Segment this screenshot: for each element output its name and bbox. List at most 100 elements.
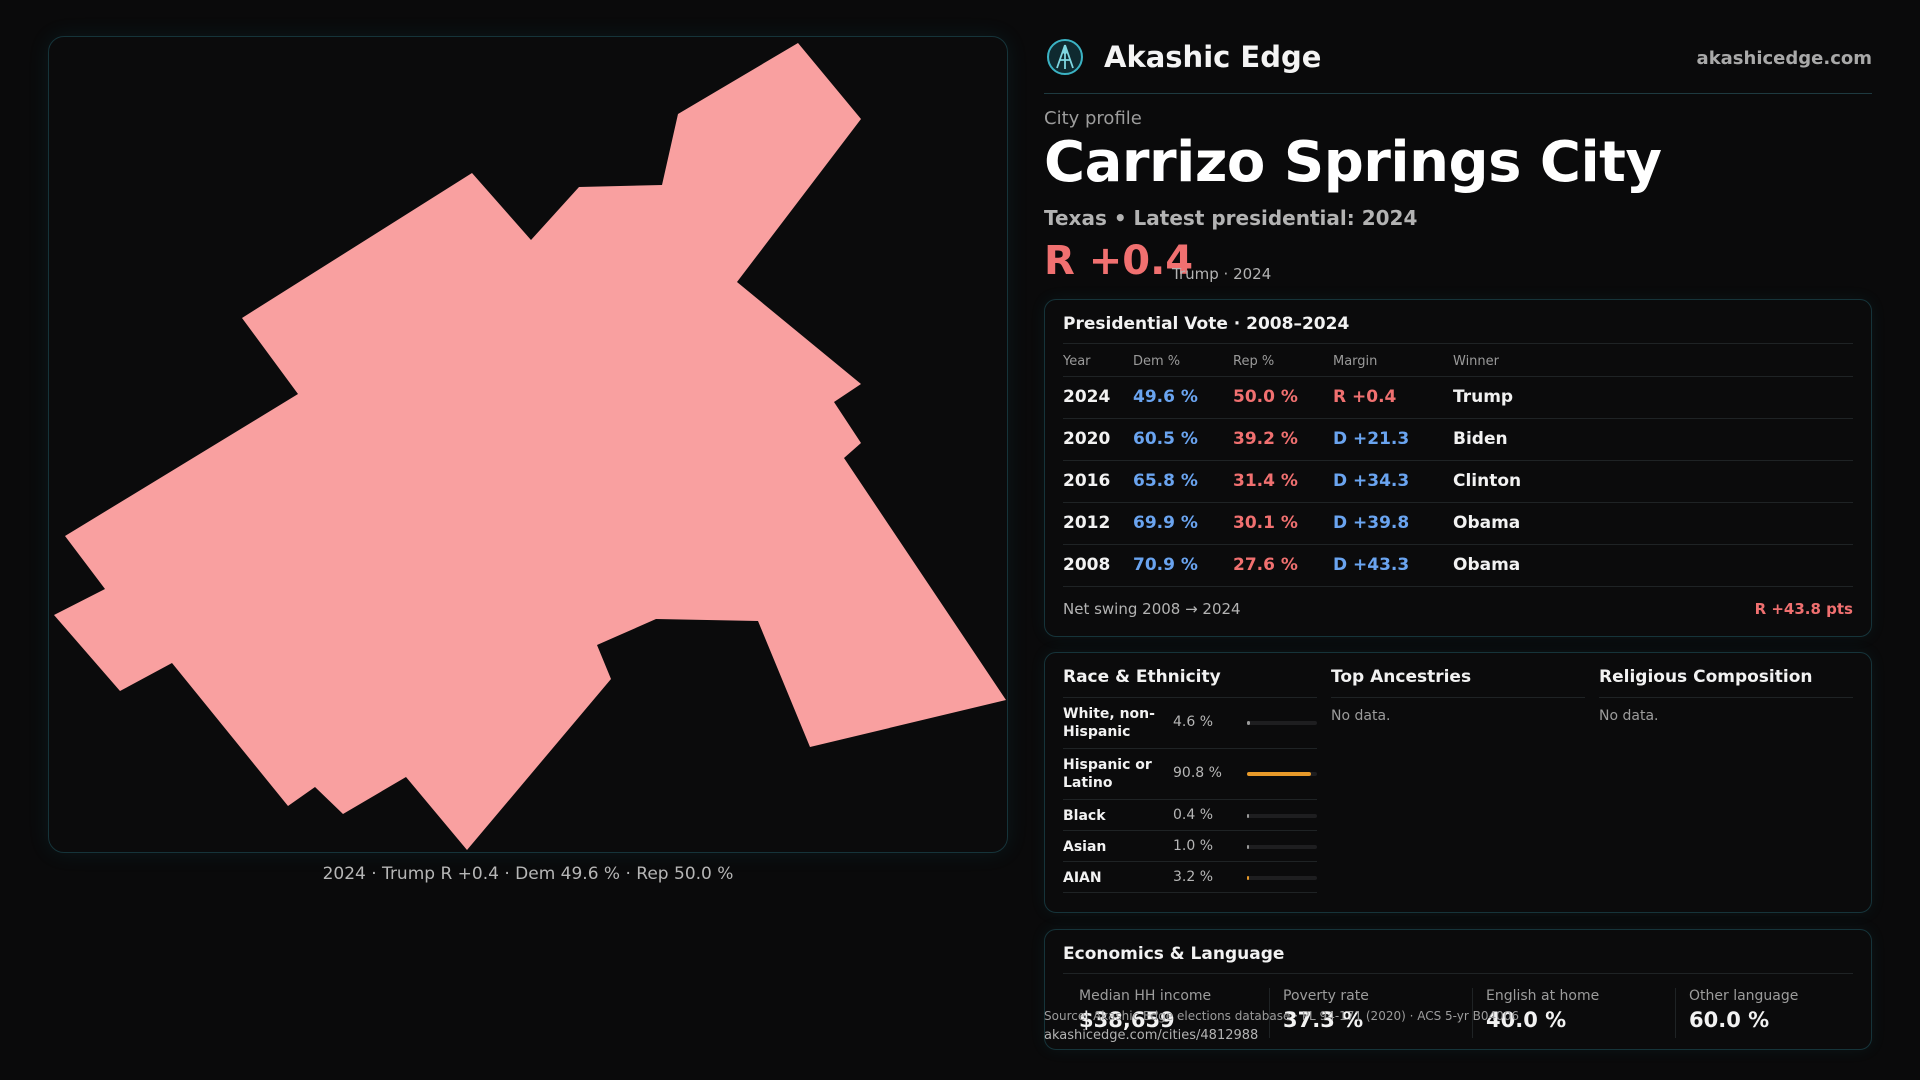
stat-other-language: Other language 60.0 % (1689, 988, 1889, 1040)
religion-section: Religious Composition No data. (1599, 667, 1853, 724)
col-header-dem: Dem % (1133, 348, 1233, 377)
race-bar-fill (1247, 772, 1311, 776)
source-url-link[interactable]: akashicedge.com/cities/4812988 (1044, 1028, 1259, 1043)
vote-card-title: Presidential Vote · 2008–2024 (1063, 314, 1350, 334)
race-pct: 90.8 % (1173, 765, 1222, 781)
table-row: 2012 69.9 % 30.1 % D +39.8 Obama (1063, 502, 1853, 545)
cell-dem: 65.8 % (1133, 460, 1233, 503)
race-section-title: Race & Ethnicity (1063, 667, 1317, 698)
stat-label: Median HH income (1079, 988, 1212, 1004)
cell-dem: 49.6 % (1133, 376, 1233, 419)
stat-poverty-rate: Poverty rate 37.3 % (1283, 988, 1483, 1040)
latest-margin: R +0.4 (1044, 238, 1194, 284)
race-label: Black (1063, 808, 1106, 824)
cell-rep: 31.4 % (1233, 460, 1333, 503)
stat-label: Other language (1689, 988, 1799, 1004)
race-row: Asian 1.0 % (1063, 831, 1317, 862)
stat-value: 37.3 % (1283, 1008, 1364, 1032)
race-pct: 1.0 % (1173, 838, 1214, 854)
demographics-card: Race & Ethnicity White, non-Hispanic 4.6… (1044, 652, 1872, 913)
net-swing-row: Net swing 2008 → 2024 R +43.8 pts (1063, 600, 1853, 618)
cell-margin: D +39.8 (1333, 502, 1453, 545)
race-pct: 4.6 % (1173, 714, 1214, 730)
cell-dem: 69.9 % (1133, 502, 1233, 545)
cell-rep: 30.1 % (1233, 502, 1333, 545)
race-row: White, non-Hispanic 4.6 % (1063, 698, 1317, 749)
religion-empty-text: No data. (1599, 708, 1659, 724)
cell-dem: 60.5 % (1133, 418, 1233, 461)
stat-value: $38,659 (1079, 1008, 1175, 1032)
cell-rep: 50.0 % (1233, 376, 1333, 419)
race-bar (1247, 876, 1317, 880)
ancestries-section-title: Top Ancestries (1331, 667, 1585, 698)
cell-margin: R +0.4 (1333, 376, 1453, 419)
ancestries-empty-text: No data. (1331, 708, 1391, 724)
col-header-winner: Winner (1453, 348, 1853, 377)
cell-margin: D +34.3 (1333, 460, 1453, 503)
source-text: Source: Akashic Edge elections database … (1044, 1009, 1520, 1023)
col-header-rep: Rep % (1233, 348, 1333, 377)
city-boundary-map[interactable] (49, 37, 1008, 853)
stat-median-income: Median HH income $38,659 (1079, 988, 1279, 1040)
cell-year: 2008 (1063, 544, 1133, 587)
vote-table: Year Dem % Rep % Margin Winner 2024 49.6… (1063, 348, 1853, 587)
brand-url-link[interactable]: akashicedge.com (1696, 48, 1872, 69)
net-swing-value: R +43.8 pts (1754, 600, 1853, 618)
cell-margin: D +21.3 (1333, 418, 1453, 461)
race-bar-fill (1247, 814, 1249, 818)
presidential-vote-card: Presidential Vote · 2008–2024 Year Dem %… (1044, 299, 1872, 637)
religion-section-title: Religious Composition (1599, 667, 1853, 698)
cell-winner: Clinton (1453, 460, 1853, 503)
race-ethnicity-section: Race & Ethnicity White, non-Hispanic 4.6… (1063, 667, 1317, 893)
race-bar (1247, 721, 1317, 725)
race-bar (1247, 772, 1317, 776)
race-bar (1247, 845, 1317, 849)
stat-label: English at home (1486, 988, 1600, 1004)
race-row: AIAN 3.2 % (1063, 862, 1317, 893)
cell-margin: D +43.3 (1333, 544, 1453, 587)
cell-winner: Biden (1453, 418, 1853, 461)
table-row: 2016 65.8 % 31.4 % D +34.3 Clinton (1063, 460, 1853, 503)
page-eyebrow: City profile (1044, 108, 1142, 129)
economics-card: Economics & Language Median HH income $3… (1044, 929, 1872, 1050)
page-subtitle: Texas • Latest presidential: 2024 (1044, 206, 1418, 230)
cell-year: 2020 (1063, 418, 1133, 461)
stat-value: 60.0 % (1689, 1008, 1770, 1032)
brand-header: Akashic Edge akashicedge.com (1044, 38, 1872, 94)
map-panel[interactable] (48, 36, 1008, 853)
col-header-year: Year (1063, 348, 1133, 377)
race-pct: 3.2 % (1173, 869, 1214, 885)
race-pct: 0.4 % (1173, 807, 1214, 823)
map-caption: 2024 · Trump R +0.4 · Dem 49.6 % · Rep 5… (322, 864, 734, 884)
ancestries-section: Top Ancestries No data. (1331, 667, 1585, 724)
page-title: Carrizo Springs City (1044, 130, 1662, 195)
net-swing-label: Net swing 2008 → 2024 (1063, 600, 1241, 618)
table-row: 2020 60.5 % 39.2 % D +21.3 Biden (1063, 418, 1853, 461)
latest-margin-note: Trump · 2024 (1172, 265, 1272, 283)
cell-winner: Trump (1453, 376, 1853, 419)
cell-year: 2024 (1063, 376, 1133, 419)
cell-year: 2016 (1063, 460, 1133, 503)
stat-label: Poverty rate (1283, 988, 1369, 1004)
race-bar-fill (1247, 845, 1249, 849)
race-bar-fill (1247, 721, 1250, 725)
cell-rep: 27.6 % (1233, 544, 1333, 587)
city-boundary-shape[interactable] (54, 43, 1006, 850)
brand-name[interactable]: Akashic Edge (1104, 40, 1322, 74)
cell-dem: 70.9 % (1133, 544, 1233, 587)
race-row: Hispanic or Latino 90.8 % (1063, 749, 1317, 800)
cell-winner: Obama (1453, 502, 1853, 545)
col-header-margin: Margin (1333, 348, 1453, 377)
race-label: White, non-Hispanic (1063, 706, 1155, 740)
stat-english-at-home: English at home 40.0 % (1486, 988, 1686, 1040)
economics-card-title: Economics & Language (1063, 944, 1285, 964)
race-bar-fill (1247, 876, 1249, 880)
table-row: 2008 70.9 % 27.6 % D +43.3 Obama (1063, 544, 1853, 587)
cell-year: 2012 (1063, 502, 1133, 545)
cell-rep: 39.2 % (1233, 418, 1333, 461)
akashic-edge-logo-icon[interactable] (1046, 38, 1084, 76)
stat-value: 40.0 % (1486, 1008, 1567, 1032)
cell-winner: Obama (1453, 544, 1853, 587)
race-label: AIAN (1063, 870, 1102, 886)
race-row: Black 0.4 % (1063, 800, 1317, 831)
